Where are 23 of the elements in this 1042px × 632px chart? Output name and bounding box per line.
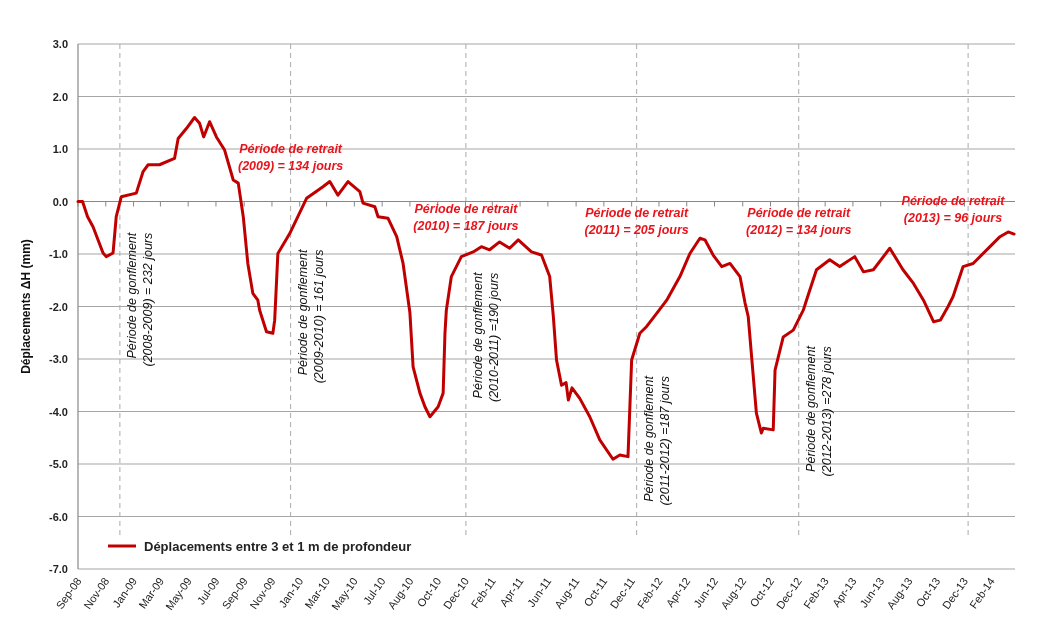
legend-label: Déplacements entre 3 et 1 m de profondeur: [144, 538, 412, 554]
y-tick-label: -7.0: [49, 563, 68, 575]
y-tick-label: -5.0: [49, 458, 68, 470]
ref-line-label: Période de gonflement (2012-2013) =278 jours: [803, 345, 834, 477]
y-tick-label: 3.0: [52, 38, 68, 50]
y-tick-label: 0.0: [52, 195, 68, 208]
y-tick-label: -1.0: [49, 248, 68, 260]
ref-line-label: Période de gonflement (2010-2011) =190 jours: [470, 272, 501, 402]
ref-line-label: Période de gonflement (2008-2009) = 232 jours: [124, 232, 155, 367]
y-tick-label: -6.0: [49, 510, 68, 523]
annotation: Période de retrait (2013) = 96 jours: [901, 193, 1006, 225]
y-tick-label: -3.0: [49, 353, 68, 365]
y-tick-label: 2.0: [52, 90, 68, 103]
y-tick-label: 1.0: [52, 143, 68, 155]
annotation: Période de retrait (2012) = 134 jours: [746, 206, 852, 237]
y-tick-label: -4.0: [49, 405, 68, 418]
y-tick-label: -2.0: [49, 300, 68, 313]
annotation: Période de retrait (2009) = 134 jours: [237, 141, 344, 173]
annotation: Période de retrait (2011) = 205 jours: [584, 206, 689, 237]
y-axis-title: Déplacements ΔH (mm): [19, 239, 33, 374]
annotation: Période de retrait (2010) = 187 jours: [413, 201, 519, 233]
ref-line-label: Période de gonflement (2011-2012) =187 jours: [641, 375, 672, 506]
ref-line-label: Période de gonflement (2009-2010) = 161 jours: [295, 249, 326, 384]
